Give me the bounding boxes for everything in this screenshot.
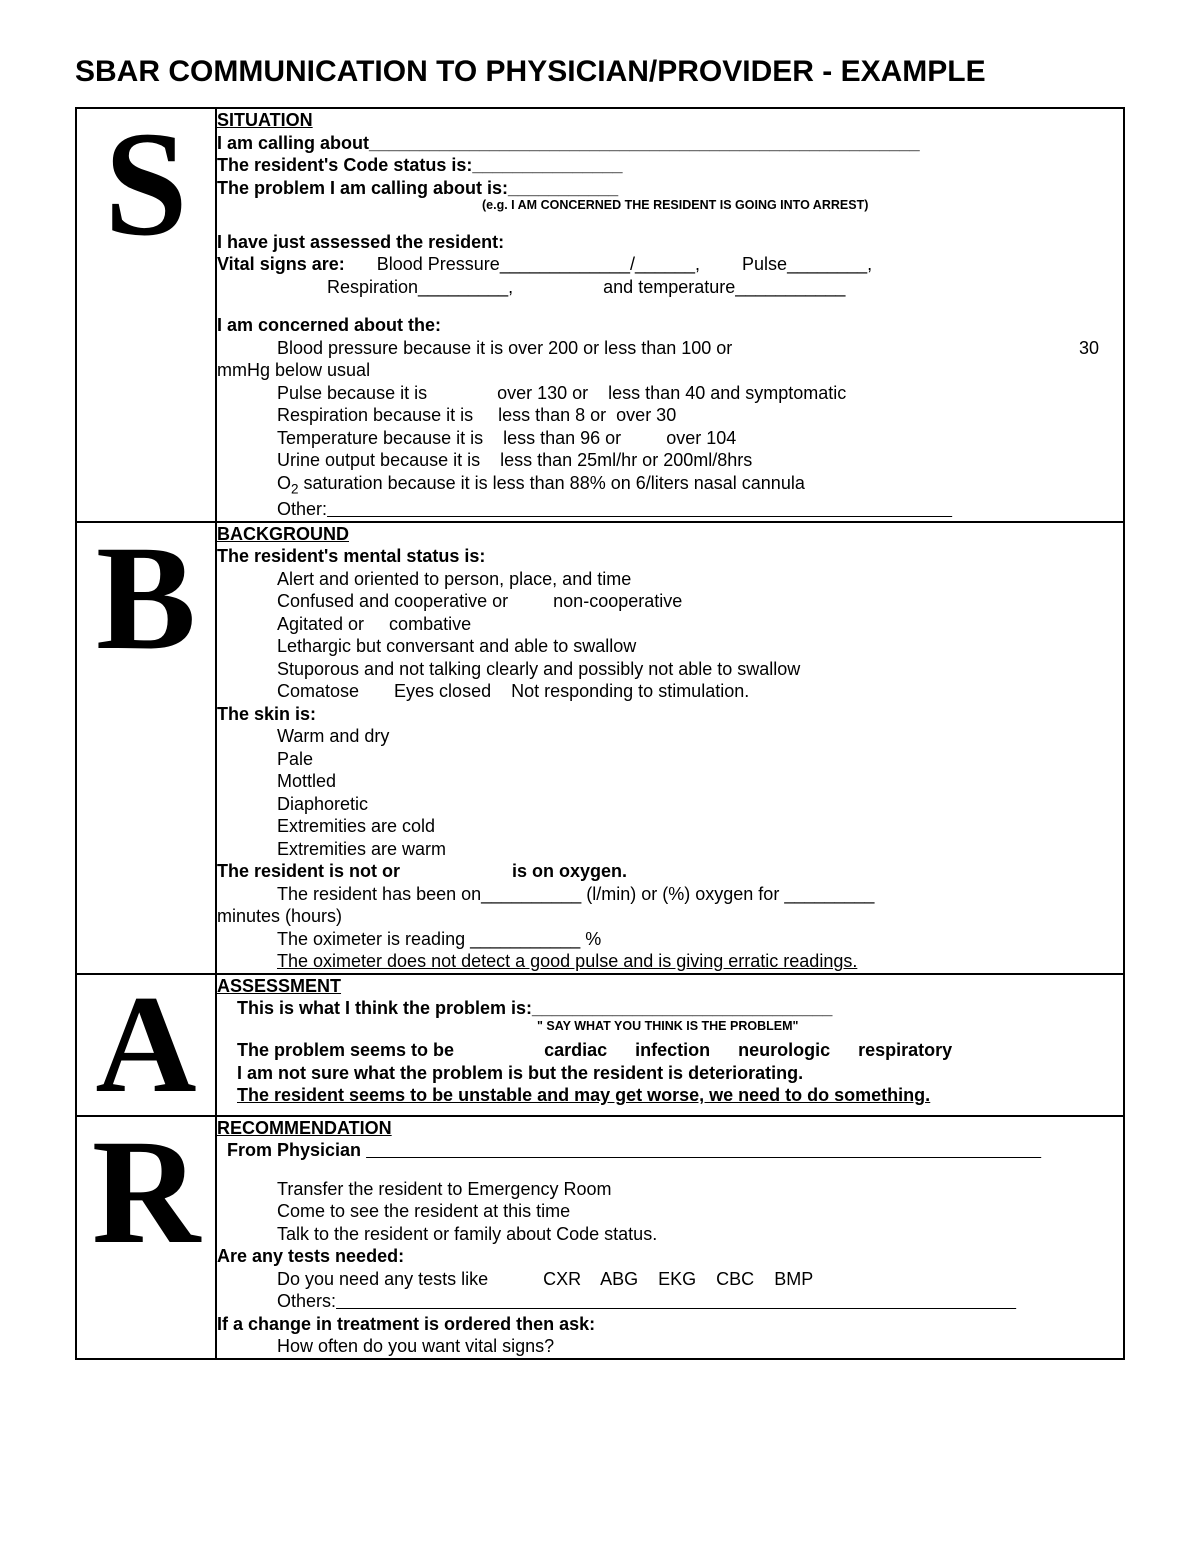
assessment-head: ASSESSMENT [217,975,1123,998]
oxy-line3: The oximeter does not detect a good puls… [217,950,1123,973]
skin-6: Extremities are warm [217,838,1123,861]
other-concern: Other: [217,498,1123,521]
vitals-line2: Respiration_________,and temperature____… [217,276,1123,299]
mental-label: The resident's mental status is: [217,545,1123,568]
recommendation-row: R RECOMMENDATION From Physician Tr [76,1116,1124,1359]
think-label: This is what I think the problem is:____… [217,997,1123,1020]
skin-4: Diaphoretic [217,793,1123,816]
urine-concern: Urine output because it is less than 25m… [217,449,1123,472]
mental-2: Confused and cooperative or non-cooperat… [217,590,1123,613]
temp-concern: Temperature because it is less than 96 o… [217,427,1123,450]
page-title: SBAR COMMUNICATION TO PHYSICIAN/PROVIDER… [75,55,1125,89]
problem-hint: (e.g. I AM CONCERNED THE RESIDENT IS GOI… [217,199,1123,213]
change-line: How often do you want vital signs? [217,1335,1123,1358]
mental-6: Comatose Eyes closed Not responding to s… [217,680,1123,703]
concerned-label: I am concerned about the: [217,314,1123,337]
vitals-line1: Vital signs are:Blood Pressure__________… [217,253,1123,276]
assessment-content: ASSESSMENT This is what I think the prob… [216,974,1124,1116]
mental-5: Stuporous and not talking clearly and po… [217,658,1123,681]
recommendation-content: RECOMMENDATION From Physician Transfer t… [216,1116,1124,1359]
situation-head: SITUATION [217,109,1123,132]
unstable-line: The resident seems to be unstable and ma… [217,1084,1123,1107]
skin-1: Warm and dry [217,725,1123,748]
mental-1: Alert and oriented to person, place, and… [217,568,1123,591]
tests-label: Are any tests needed: [217,1245,1123,1268]
code-status-line: The resident's Code status is:__________… [217,154,1123,177]
oxy-label: The resident is not oris on oxygen. [217,860,1123,883]
skin-2: Pale [217,748,1123,771]
background-head: BACKGROUND [217,523,1123,546]
assessed-line: I have just assessed the resident: [217,231,1123,254]
seems-line: The problem seems to becardiacinfectionn… [217,1039,1123,1062]
skin-5: Extremities are cold [217,815,1123,838]
background-row: B BACKGROUND The resident's mental statu… [76,522,1124,974]
o2-concern: O2 saturation because it is less than 88… [217,472,1123,498]
recommendation-head: RECOMMENDATION [217,1117,1123,1140]
background-content: BACKGROUND The resident's mental status … [216,522,1124,974]
skin-label: The skin is: [217,703,1123,726]
oxy-line1c: minutes (hours) [217,905,1123,928]
pulse-concern: Pulse because it is over 130 or less tha… [217,382,1123,405]
think-hint: " SAY WHAT YOU THINK IS THE PROBLEM" [217,1020,1123,1034]
rec-3: Talk to the resident or family about Cod… [217,1223,1123,1246]
mental-3: Agitated or combative [217,613,1123,636]
situation-content: SITUATION I am calling about____________… [216,108,1124,522]
oxy-line1: The resident has been on__________ (l/mi… [217,883,1123,906]
rec-2: Come to see the resident at this time [217,1200,1123,1223]
sbar-table: S SITUATION I am calling about__________… [75,107,1125,1360]
problem-line: The problem I am calling about is:______… [217,177,1123,200]
oxy-line2: The oximeter is reading ___________ % [217,928,1123,951]
others-line: Others: [217,1290,1123,1313]
letter-s: S [76,108,216,522]
bp-concern-b: mmHg below usual [217,359,1123,382]
assessment-row: A ASSESSMENT This is what I think the pr… [76,974,1124,1116]
letter-r: R [76,1116,216,1359]
calling-about-line: I am calling about______________________… [217,132,1123,155]
resp-concern: Respiration because it is less than 8 or… [217,404,1123,427]
situation-row: S SITUATION I am calling about__________… [76,108,1124,522]
rec-1: Transfer the resident to Emergency Room [217,1178,1123,1201]
tests-line: Do you need any tests like CXR ABG EKG C… [217,1268,1123,1291]
bp-concern: Blood pressure because it is over 200 or… [217,337,1123,360]
letter-b: B [76,522,216,974]
unsure-line: I am not sure what the problem is but th… [217,1062,1123,1085]
from-physician: From Physician [217,1139,1123,1162]
mental-4: Lethargic but conversant and able to swa… [217,635,1123,658]
skin-3: Mottled [217,770,1123,793]
letter-a: A [76,974,216,1116]
change-label: If a change in treatment is ordered then… [217,1313,1123,1336]
